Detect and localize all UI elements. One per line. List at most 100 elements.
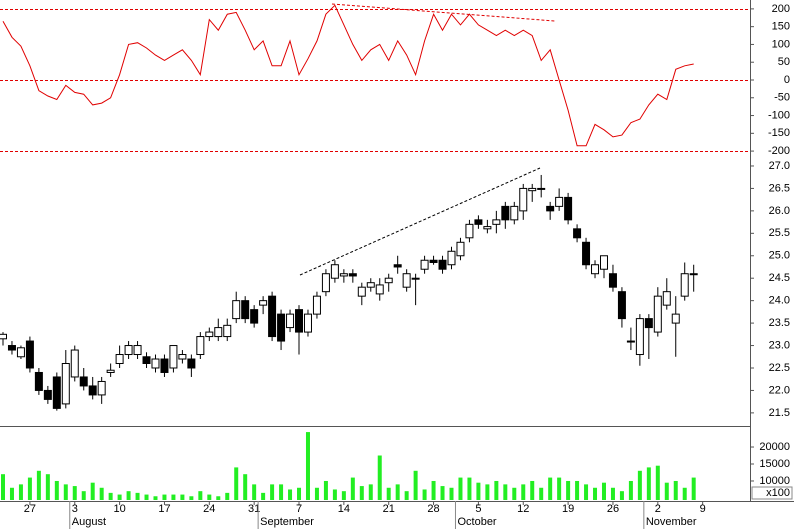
x-tick-label: 21 [383, 503, 395, 515]
volume-bar [135, 492, 140, 500]
candle-body [16, 347, 25, 358]
y-tick-label: 23.5 [769, 317, 790, 329]
candle-body [510, 205, 519, 221]
candle-body [384, 277, 393, 284]
x-tick-label: 26 [607, 503, 619, 515]
volume-bar [404, 491, 409, 500]
candle-body [160, 358, 169, 373]
candle-body [644, 318, 653, 329]
candle-body [474, 219, 483, 225]
x-tick-label: 14 [338, 503, 350, 515]
volume-bar [1, 474, 5, 500]
candle-body [339, 273, 348, 277]
volume-bar [413, 470, 418, 500]
volume-bar [162, 494, 167, 500]
volume-bar [503, 484, 508, 500]
candle-body [268, 295, 277, 338]
volume-bar [449, 487, 454, 500]
y-tick-label: -100 [768, 109, 790, 121]
candle-body [70, 349, 79, 378]
y-tick-label: 26.0 [769, 205, 790, 217]
candle-body [232, 300, 241, 320]
y-tick-label: 0 [784, 74, 790, 86]
volume-bar [90, 482, 95, 500]
candle-body [456, 241, 465, 257]
candle-body [591, 264, 600, 275]
candle-body [492, 219, 501, 225]
candle-body [653, 295, 662, 333]
candle-body [608, 273, 617, 288]
candle-body [303, 313, 312, 333]
unit-box [751, 486, 793, 500]
volume-bar [467, 477, 472, 500]
volume-bar [377, 455, 382, 500]
cci-line [2, 4, 694, 147]
candle-body [537, 187, 546, 190]
month-label: October [457, 516, 496, 528]
volume-bar [628, 480, 633, 500]
volume-bar [691, 477, 696, 500]
volume-bar [198, 491, 203, 500]
volume-bar [207, 494, 212, 500]
y-tick-label: 25.0 [769, 250, 790, 262]
y-tick-label: 15000 [759, 458, 790, 470]
candle-body [438, 259, 447, 270]
volume-bar [99, 487, 104, 500]
candle-body [402, 273, 411, 288]
candle-body [214, 327, 223, 338]
volume-bar [646, 467, 651, 500]
volume-bar [655, 465, 660, 500]
volume-bar [153, 496, 158, 500]
volume-bar [476, 482, 481, 500]
volume-bar [297, 487, 302, 500]
x-tick-label: 27 [24, 503, 36, 515]
volume-bar [341, 491, 346, 500]
candle-body [178, 354, 187, 360]
y-tick-label: 10000 [759, 475, 790, 487]
volume-bar [18, 484, 23, 500]
x-tick-label: 28 [427, 503, 439, 515]
candle-body [617, 291, 626, 320]
candle-body [187, 358, 196, 369]
volume-bar [601, 482, 606, 500]
volume-bar [386, 487, 391, 500]
candle-body [429, 259, 438, 263]
x-tick-label: 24 [203, 503, 215, 515]
volume-bar [431, 480, 436, 500]
month-label: November [646, 516, 697, 528]
candle-body [142, 356, 151, 364]
y-tick-label: -50 [774, 92, 790, 104]
volume-bar [548, 477, 553, 500]
volume-bar [36, 470, 41, 500]
volume-bar [512, 487, 517, 500]
candle-body [133, 345, 142, 356]
candle-body [295, 309, 304, 333]
volume-bar [485, 484, 490, 500]
candle-body [223, 324, 232, 338]
volume-bar [279, 484, 284, 500]
volume-bar [637, 470, 642, 500]
y-tick-label: 21.5 [769, 407, 790, 419]
volume-bar [664, 482, 669, 500]
volume-bar [359, 486, 364, 500]
y-tick-label: -200 [768, 145, 790, 157]
candle-body [321, 273, 330, 293]
candle-body [330, 264, 339, 279]
candle-body [393, 264, 402, 268]
x-tick-label: 7 [296, 503, 302, 515]
volume-bar [422, 489, 427, 500]
volume-bar [673, 480, 678, 500]
volume-bar [189, 496, 194, 500]
candle-body [555, 196, 564, 207]
volume-bar [521, 484, 526, 500]
candle-body [671, 313, 680, 324]
candle-body [250, 309, 259, 324]
candle-body [312, 295, 321, 315]
volume-bar [171, 494, 176, 500]
x-tick-label: 5 [475, 503, 481, 515]
volume-bar [180, 494, 185, 500]
volume-bar [81, 491, 86, 500]
volume-bar [54, 480, 59, 500]
volume-bar [117, 494, 122, 500]
volume-bar [557, 477, 562, 500]
